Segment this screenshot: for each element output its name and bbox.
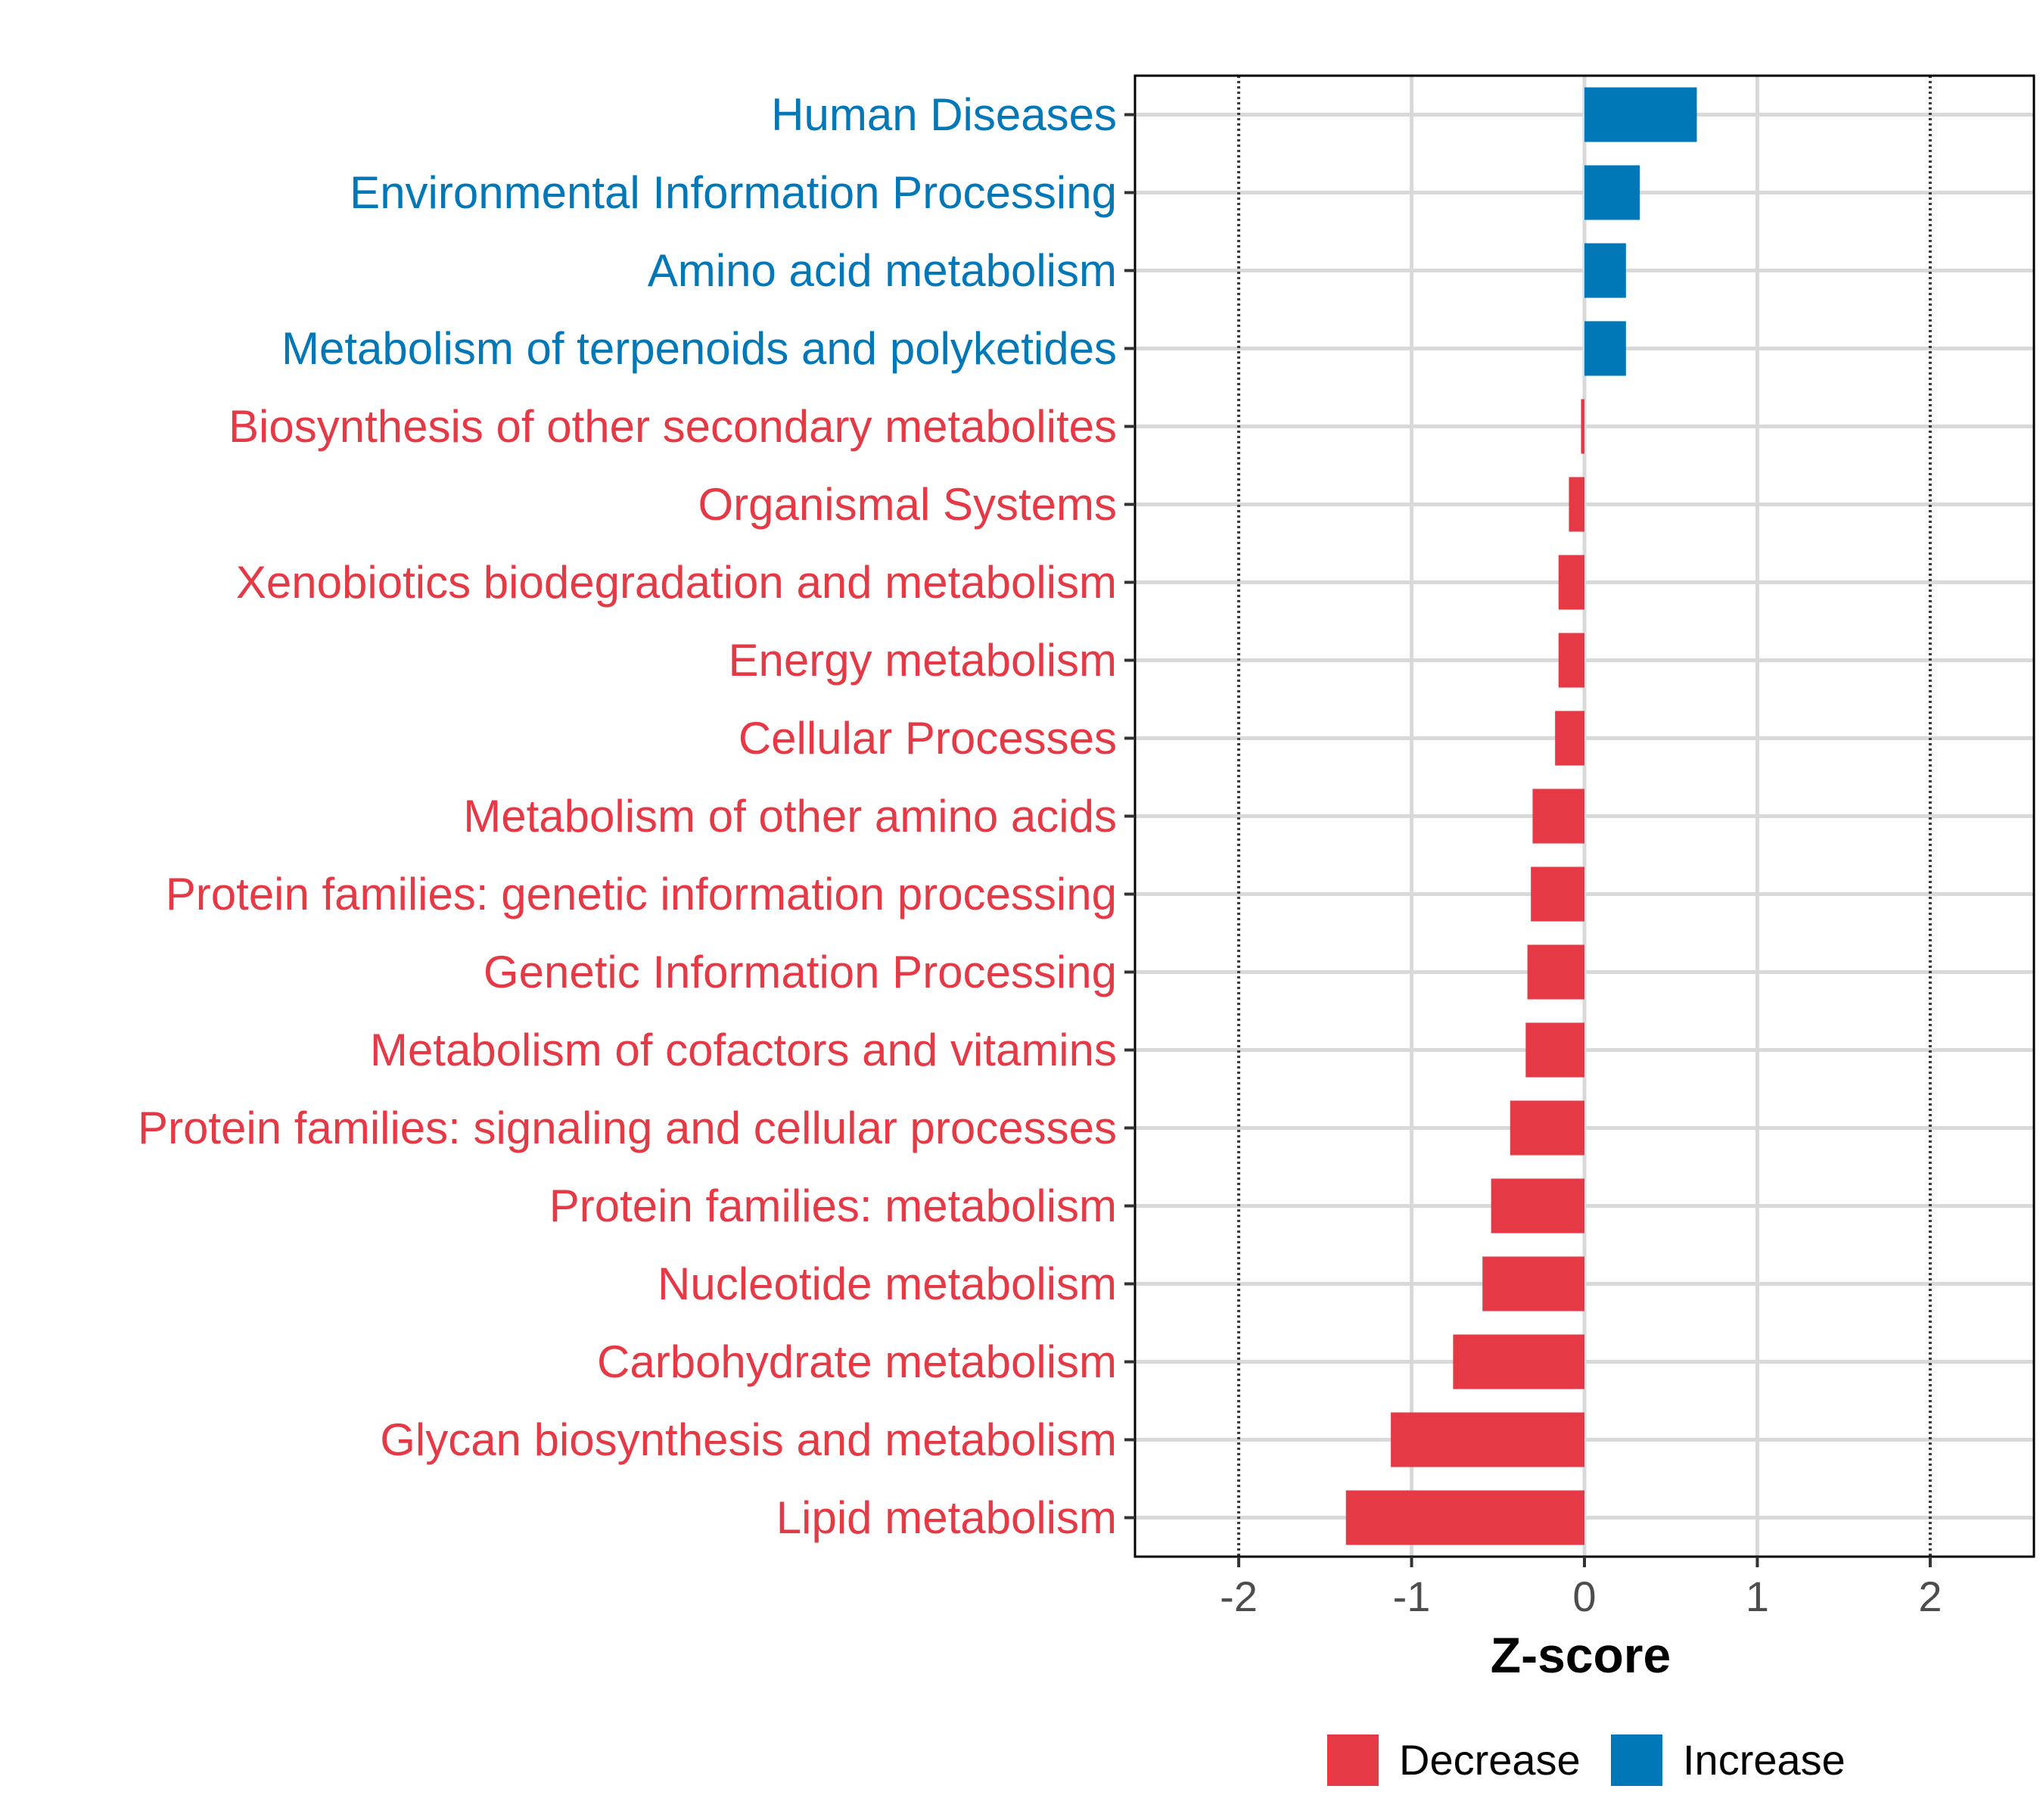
category-label-metabolism-of-cofactors-and-vitamins: Metabolism of cofactors and vitamins (370, 1025, 1117, 1075)
legend-swatch-increase (1611, 1734, 1662, 1786)
bar-protein-families-signaling-and-cellular-processes (1510, 1100, 1584, 1156)
x-axis-title: Z-score (1491, 1627, 1671, 1683)
bar-xenobiotics-biodegradation-and-metabolism (1558, 555, 1584, 610)
x-tick-label-0: 0 (1572, 1573, 1596, 1620)
legend-swatch-decrease (1327, 1734, 1379, 1786)
category-label-protein-families-genetic-information-processing: Protein families: genetic information pr… (166, 869, 1117, 919)
bar-biosynthesis-of-other-secondary-metabolites (1581, 399, 1584, 454)
bar-nucleotide-metabolism (1482, 1256, 1584, 1311)
category-label-genetic-information-processing: Genetic Information Processing (484, 947, 1117, 997)
bar-metabolism-of-cofactors-and-vitamins (1525, 1022, 1584, 1078)
bar-carbohydrate-metabolism (1453, 1334, 1584, 1389)
x-tick-label-1: -1 (1393, 1573, 1431, 1620)
category-label-xenobiotics-biodegradation-and-metabolism: Xenobiotics biodegradation and metabolis… (236, 557, 1117, 608)
category-label-human-diseases: Human Diseases (771, 89, 1117, 140)
bar-amino-acid-metabolism (1584, 243, 1626, 298)
bar-metabolism-of-terpenoids-and-polyketides (1584, 321, 1626, 376)
bar-glycan-biosynthesis-and-metabolism (1391, 1412, 1584, 1467)
bars (1345, 87, 1697, 1545)
bar-human-diseases (1584, 87, 1697, 142)
category-label-nucleotide-metabolism: Nucleotide metabolism (658, 1258, 1117, 1309)
category-label-carbohydrate-metabolism: Carbohydrate metabolism (597, 1336, 1117, 1387)
bar-metabolism-of-other-amino-acids (1532, 789, 1584, 844)
bar-organismal-systems (1569, 477, 1584, 532)
x-tick-label-2: 2 (1918, 1573, 1942, 1620)
legend: Decrease Increase (1327, 1734, 1846, 1786)
category-label-biosynthesis-of-other-secondary-metabolites: Biosynthesis of other secondary metaboli… (229, 401, 1117, 452)
x-axis-ticks: -2 -1 0 1 2 (1124, 113, 1942, 1620)
bar-protein-families-genetic-information-processing (1531, 866, 1584, 922)
category-label-energy-metabolism: Energy metabolism (728, 635, 1117, 686)
bar-protein-families-metabolism (1491, 1178, 1584, 1234)
bar-genetic-information-processing (1527, 944, 1584, 1000)
x-tick-label-2: -2 (1220, 1573, 1258, 1620)
category-label-cellular-processes: Cellular Processes (739, 713, 1117, 764)
category-label-glycan-biosynthesis-and-metabolism: Glycan biosynthesis and metabolism (380, 1414, 1117, 1465)
legend-label-increase: Increase (1683, 1736, 1846, 1784)
bar-cellular-processes (1555, 711, 1584, 766)
category-label-protein-families-signaling-and-cellular-processes: Protein families: signaling and cellular… (138, 1103, 1117, 1153)
category-label-amino-acid-metabolism: Amino acid metabolism (648, 245, 1117, 296)
bar-environmental-information-processing (1584, 165, 1640, 220)
category-label-metabolism-of-other-amino-acids: Metabolism of other amino acids (463, 791, 1117, 842)
category-label-organismal-systems: Organismal Systems (698, 479, 1117, 530)
category-label-lipid-metabolism: Lipid metabolism (776, 1492, 1117, 1543)
bar-lipid-metabolism (1345, 1490, 1584, 1545)
category-label-metabolism-of-terpenoids-and-polyketides: Metabolism of terpenoids and polyketides (281, 323, 1117, 374)
bar-energy-metabolism (1558, 633, 1584, 688)
category-label-protein-families-metabolism: Protein families: metabolism (549, 1181, 1117, 1231)
legend-label-decrease: Decrease (1399, 1736, 1581, 1784)
x-tick-label-1: 1 (1746, 1573, 1769, 1620)
category-label-environmental-information-processing: Environmental Information Processing (350, 167, 1117, 218)
category-labels: Human Diseases Environmental Information … (138, 89, 1117, 1543)
